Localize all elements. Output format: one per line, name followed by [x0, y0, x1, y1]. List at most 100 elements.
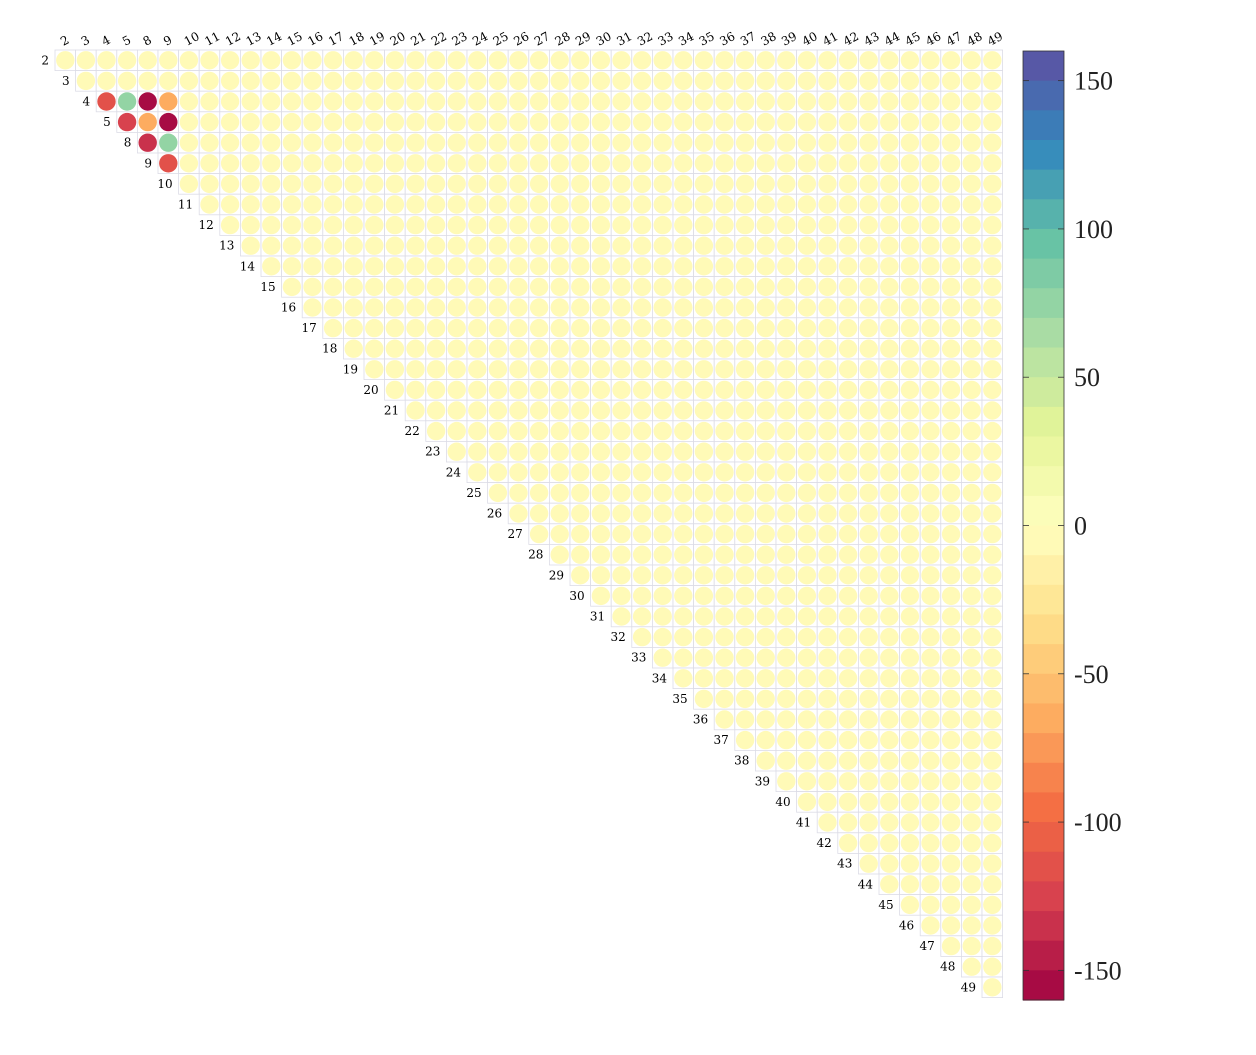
heatmap-circle: [529, 277, 549, 297]
heatmap-circle: [983, 524, 1002, 544]
heatmap-circle: [797, 195, 817, 214]
row-label: 17: [302, 321, 317, 335]
heatmap-circle: [694, 586, 714, 606]
heatmap-circle: [941, 380, 961, 400]
heatmap-circle: [571, 51, 590, 70]
heatmap-circle: [550, 442, 569, 461]
heatmap-circle: [880, 421, 899, 441]
heatmap-circle: [777, 483, 796, 503]
heatmap-circle: [756, 730, 775, 750]
heatmap-circle: [735, 112, 755, 132]
heatmap-circle: [653, 483, 672, 503]
heatmap-circle: [900, 277, 920, 297]
heatmap-circle: [323, 236, 343, 255]
heatmap-circle: [632, 586, 652, 606]
heatmap-circle: [880, 648, 899, 667]
heatmap-circle: [488, 71, 508, 91]
heatmap-circle: [571, 112, 590, 132]
heatmap-circle: [117, 112, 137, 132]
heatmap-circle: [365, 215, 384, 235]
column-label: 35: [697, 29, 717, 49]
heatmap-circle: [880, 339, 899, 358]
heatmap-circle: [880, 154, 899, 173]
column-label: 44: [882, 29, 902, 49]
heatmap-circle: [262, 92, 281, 111]
row-label: 19: [343, 362, 358, 376]
heatmap-circle: [303, 215, 322, 235]
heatmap-circle: [159, 133, 178, 152]
heatmap-circle: [983, 936, 1002, 956]
heatmap-circle: [653, 524, 672, 544]
row-label: 12: [199, 218, 214, 232]
heatmap-circle: [777, 545, 796, 564]
colorbar-tick-label: -100: [1074, 808, 1122, 837]
heatmap-circle: [900, 112, 920, 132]
heatmap-circle: [591, 236, 611, 255]
heatmap-circle: [529, 442, 549, 461]
heatmap-circle: [406, 215, 425, 235]
heatmap-circle: [880, 71, 899, 91]
heatmap-circle: [880, 607, 899, 626]
heatmap-circle: [983, 463, 1002, 482]
heatmap-circle: [818, 442, 837, 461]
heatmap-circle: [323, 133, 343, 152]
row-label: 20: [363, 383, 378, 397]
heatmap-circle: [962, 813, 981, 832]
heatmap-circle: [220, 215, 240, 235]
heatmap-circle: [756, 586, 775, 606]
heatmap-circle: [550, 51, 569, 70]
colorbar-segment: [1023, 673, 1064, 705]
heatmap-circle: [509, 112, 528, 132]
heatmap-circle: [797, 339, 817, 358]
heatmap-circle: [426, 112, 446, 132]
colorbar-segment: [1023, 51, 1064, 82]
heatmap-circle: [941, 133, 961, 152]
heatmap-circle: [962, 133, 981, 152]
heatmap-circle: [591, 92, 611, 111]
heatmap-circle: [941, 154, 961, 173]
row-label: 25: [466, 486, 481, 500]
heatmap-circle: [921, 751, 940, 770]
column-label: 14: [264, 29, 284, 49]
heatmap-circle: [220, 92, 240, 111]
heatmap-circle: [632, 174, 652, 194]
heatmap-circle: [138, 112, 157, 132]
colorbar-segment: [1023, 288, 1064, 319]
column-label: 34: [676, 29, 696, 49]
heatmap-circle: [941, 916, 961, 935]
heatmap-circle: [550, 195, 569, 214]
heatmap-circle: [591, 442, 611, 461]
row-label: 14: [240, 259, 256, 273]
heatmap-circle: [488, 174, 508, 194]
heatmap-circle: [220, 71, 240, 91]
heatmap-circle: [735, 607, 755, 626]
heatmap-circle: [818, 236, 837, 255]
heatmap-circle: [529, 92, 549, 111]
heatmap-circle: [282, 174, 302, 194]
heatmap-circle: [756, 648, 775, 667]
heatmap-circle: [694, 648, 714, 667]
heatmap-circle: [529, 154, 549, 173]
heatmap-circle: [859, 236, 878, 255]
heatmap-circle: [777, 586, 796, 606]
heatmap-circle: [591, 51, 611, 70]
column-label: 8: [141, 33, 154, 49]
column-label: 10: [182, 29, 202, 49]
heatmap-circle: [900, 174, 920, 194]
heatmap-circle: [797, 710, 817, 729]
heatmap-circle: [859, 92, 878, 111]
heatmap-circle: [282, 133, 302, 152]
row-label: 10: [157, 177, 172, 191]
heatmap-circle: [365, 51, 384, 70]
heatmap-circle: [838, 318, 858, 338]
heatmap-circle: [406, 92, 425, 111]
heatmap-circle: [117, 71, 137, 91]
heatmap-circle: [488, 236, 508, 255]
heatmap-circle: [838, 236, 858, 255]
heatmap-circle: [694, 566, 714, 585]
heatmap-circle: [880, 360, 899, 379]
heatmap-circle: [303, 195, 322, 214]
heatmap-circle: [735, 566, 755, 585]
heatmap-circle: [715, 154, 734, 173]
heatmap-circle: [777, 421, 796, 441]
